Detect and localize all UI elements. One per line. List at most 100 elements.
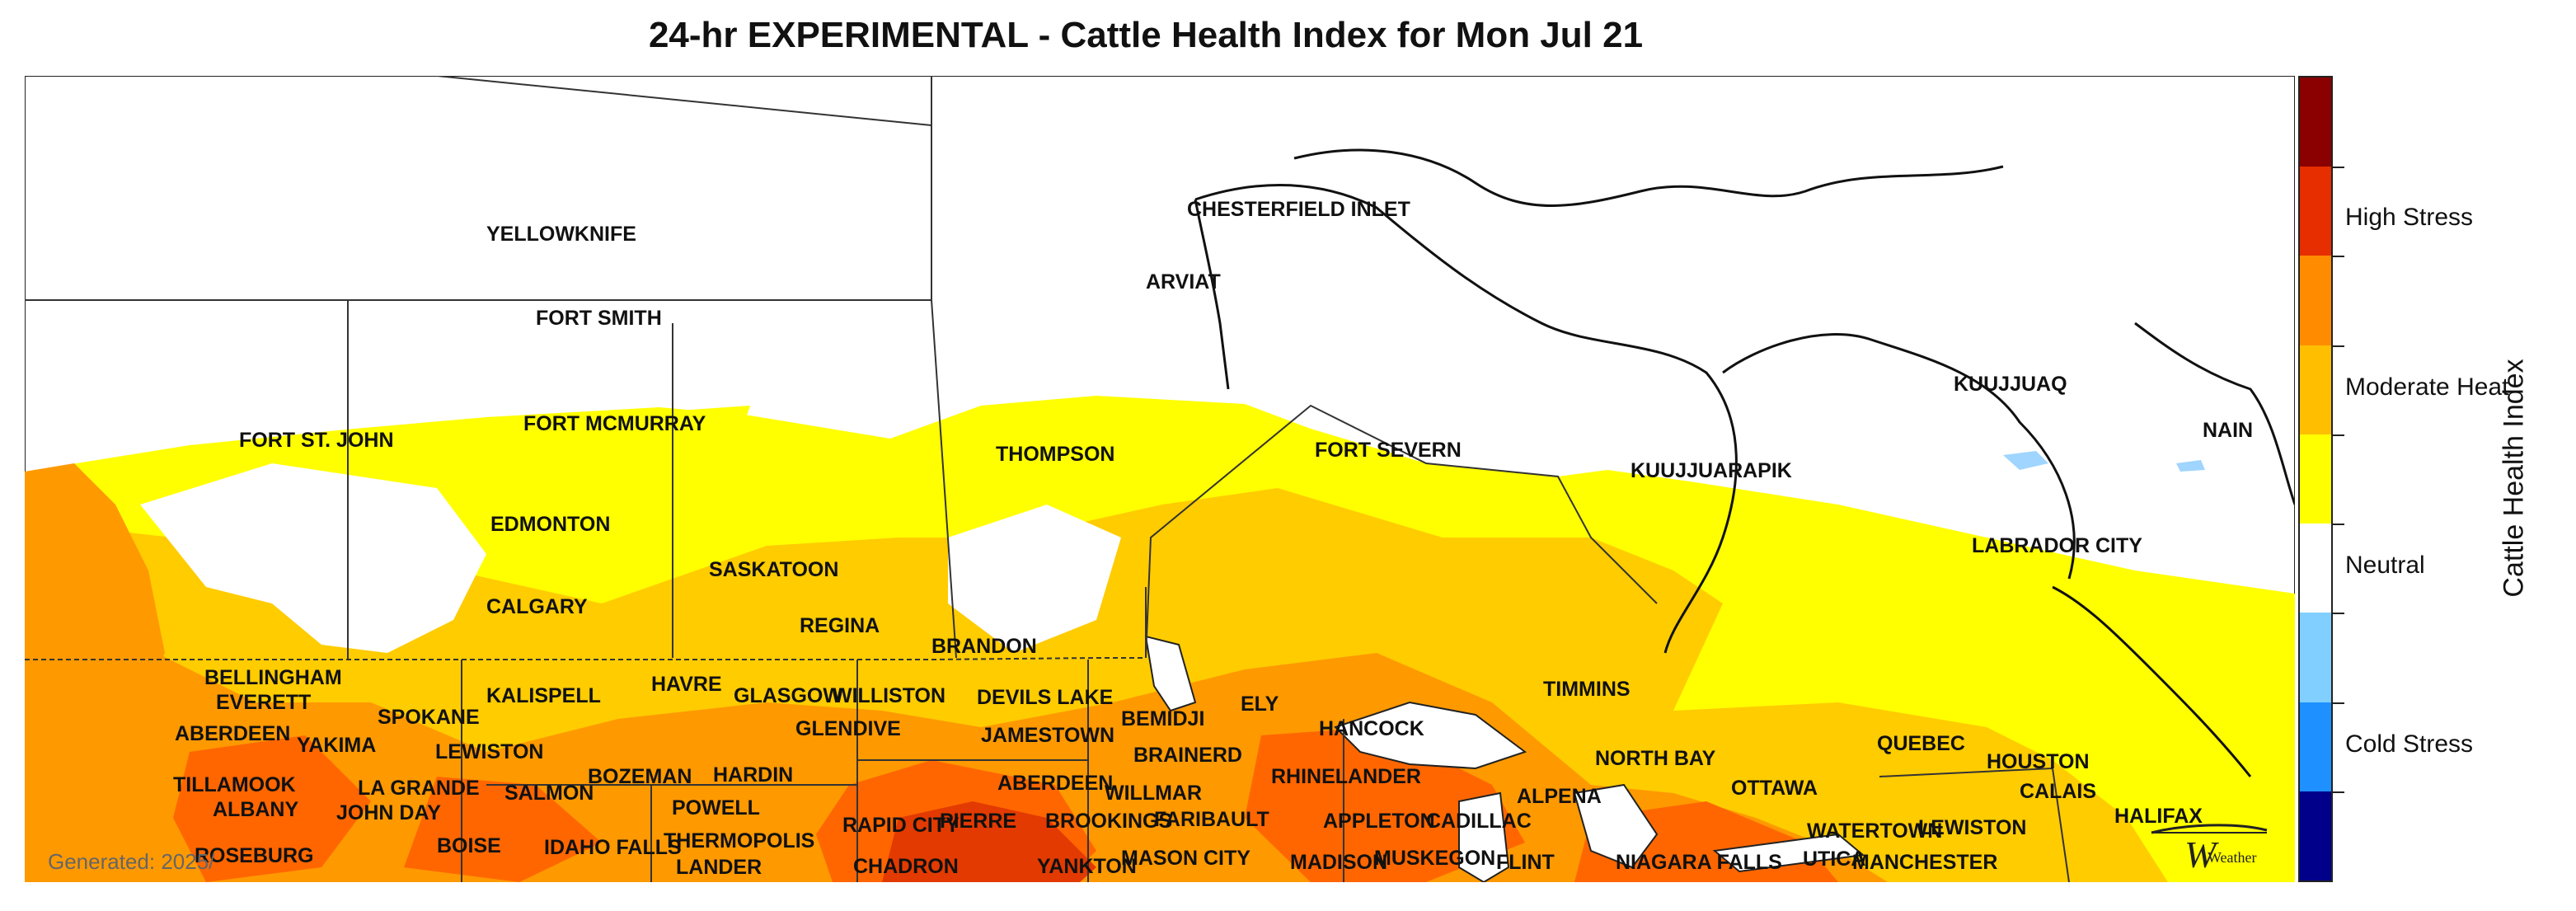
- city-label: YAKIMA: [297, 734, 376, 757]
- city-label: YANKTON: [1037, 855, 1137, 878]
- city-label: BRANDON: [931, 635, 1037, 658]
- city-label: PIERRE: [940, 810, 1016, 833]
- colorbar-tick: [2333, 702, 2344, 704]
- city-label: HALIFAX: [2114, 805, 2203, 828]
- zone-coast: [25, 463, 165, 859]
- colorbar-band: [2300, 434, 2331, 524]
- zone-neutral-bc: [140, 463, 486, 653]
- colorbar-tick: [2333, 167, 2344, 169]
- lakes: [1144, 635, 1865, 882]
- colorbar-label: Moderate Heat: [2345, 373, 2509, 401]
- city-label: HOUSTON: [1987, 750, 2090, 773]
- city-label: BROOKINGS: [1045, 810, 1172, 833]
- city-label: TIMMINS: [1543, 678, 1631, 701]
- city-label: BOZEMAN: [588, 765, 692, 788]
- city-label: OTTAWA: [1731, 777, 1818, 800]
- colorbar-tick: [2333, 524, 2344, 526]
- city-label: YELLOWKNIFE: [486, 223, 636, 246]
- city-label: MUSKEGON: [1374, 847, 1495, 870]
- city-label: POWELL: [672, 796, 760, 819]
- city-label: FORT SEVERN: [1315, 439, 1462, 462]
- generated-timestamp: Generated: 2025/: [48, 849, 215, 874]
- city-label: ELY: [1241, 693, 1279, 716]
- lake-huron: [1573, 783, 1659, 869]
- city-label: EVERETT: [216, 691, 311, 714]
- logo-text: Weather: [2208, 849, 2257, 866]
- city-label: GLASGOW: [734, 684, 842, 707]
- city-label: MADISON: [1290, 851, 1387, 874]
- zone-high: [173, 727, 1838, 882]
- colorbar-band: [2300, 256, 2331, 345]
- city-label: CHESTERFIELD INLET: [1187, 198, 1410, 221]
- city-label: FORT ST. JOHN: [239, 429, 394, 452]
- city-label: EDMONTON: [490, 513, 610, 536]
- city-label: MANCHESTER: [1852, 851, 1997, 874]
- colorbar-tick: [2333, 613, 2344, 615]
- zone-neutral-mb: [948, 505, 1121, 653]
- zone-severe: [882, 801, 1096, 882]
- city-label: CALGARY: [486, 595, 588, 618]
- heat-zones: [25, 396, 2295, 882]
- colorbar-band: [2300, 702, 2331, 791]
- colorbar-band: [2300, 167, 2331, 256]
- colorbar: [2298, 76, 2333, 882]
- city-label: CALAIS: [2020, 780, 2096, 803]
- city-label: ALPENA: [1517, 785, 1602, 808]
- city-label: KALISPELL: [486, 684, 601, 707]
- lake-michigan: [1458, 791, 1510, 882]
- city-label: TILLAMOOK: [173, 773, 296, 796]
- city-label: RAPID CITY: [842, 814, 960, 837]
- colorbar-label: High Stress: [2345, 204, 2474, 232]
- colorbar-tick: [2333, 434, 2344, 436]
- city-label: WILLISTON: [833, 684, 945, 707]
- city-label: DEVILS LAKE: [977, 686, 1113, 709]
- city-label: THOMPSON: [996, 443, 1114, 466]
- colorbar-label: Cold Stress: [2345, 730, 2474, 758]
- city-label: GLENDIVE: [795, 717, 901, 740]
- lake-winnipeg: [1144, 635, 1197, 712]
- city-label: ROSEBURG: [195, 844, 313, 867]
- city-label: SASKATOON: [709, 558, 838, 581]
- city-label: RHINELANDER: [1271, 765, 1421, 788]
- city-label: NORTH BAY: [1595, 747, 1716, 770]
- city-label: LEWISTON: [435, 740, 543, 763]
- city-label: JAMESTOWN: [981, 724, 1114, 747]
- city-label: ARVIAT: [1146, 270, 1221, 293]
- lake-erie-ontario: [1712, 833, 1865, 873]
- city-label: THERMOPOLIS: [664, 829, 814, 852]
- city-label: WATERTOWN: [1807, 819, 1942, 843]
- city-label: BEMIDJI: [1121, 707, 1204, 730]
- city-label: FORT SMITH: [536, 307, 662, 330]
- city-label: SPOKANE: [378, 706, 480, 729]
- city-label: CHADRON: [853, 855, 959, 878]
- city-label: FLINT: [1496, 851, 1555, 874]
- city-label: REGINA: [800, 614, 880, 637]
- city-label: HAVRE: [651, 673, 722, 696]
- city-label: MASON CITY: [1121, 847, 1250, 870]
- svg-text:W: W: [2184, 834, 2219, 876]
- city-label: LABRADOR CITY: [1972, 534, 2142, 557]
- city-label: SALMON: [504, 782, 594, 805]
- city-label: KUUJJUARAPIK: [1631, 459, 1792, 482]
- city-label: BRAINERD: [1133, 744, 1242, 767]
- colorbar-band: [2300, 613, 2331, 702]
- city-label: UTICA: [1803, 848, 1865, 871]
- city-labels: YELLOWKNIFE CHESTERFIELD INLET ARVIAT FORT …: [173, 198, 2253, 879]
- city-label: HARDIN: [713, 763, 793, 787]
- colorbar-band: [2300, 791, 2331, 880]
- city-label: NIAGARA FALLS: [1616, 851, 1782, 874]
- city-label: ALBANY: [213, 798, 298, 821]
- colorbar-tick: [2333, 345, 2344, 347]
- lake-superior: [1334, 701, 1527, 770]
- logo: W Weather: [2151, 824, 2268, 876]
- zone-ftmcmurray: [396, 406, 750, 455]
- city-label: NAIN: [2203, 419, 2253, 442]
- city-label: APPLETON: [1323, 810, 1435, 833]
- city-label: JOHN DAY: [336, 801, 441, 824]
- city-label: ABERDEEN: [997, 772, 1113, 795]
- colorbar-tick: [2333, 256, 2344, 258]
- city-label: FORT MCMURRAY: [523, 412, 706, 435]
- colorbar-band: [2300, 77, 2331, 167]
- colorbar-label: Neutral: [2345, 552, 2425, 580]
- city-label: KUUJJUAQ: [1954, 373, 2067, 396]
